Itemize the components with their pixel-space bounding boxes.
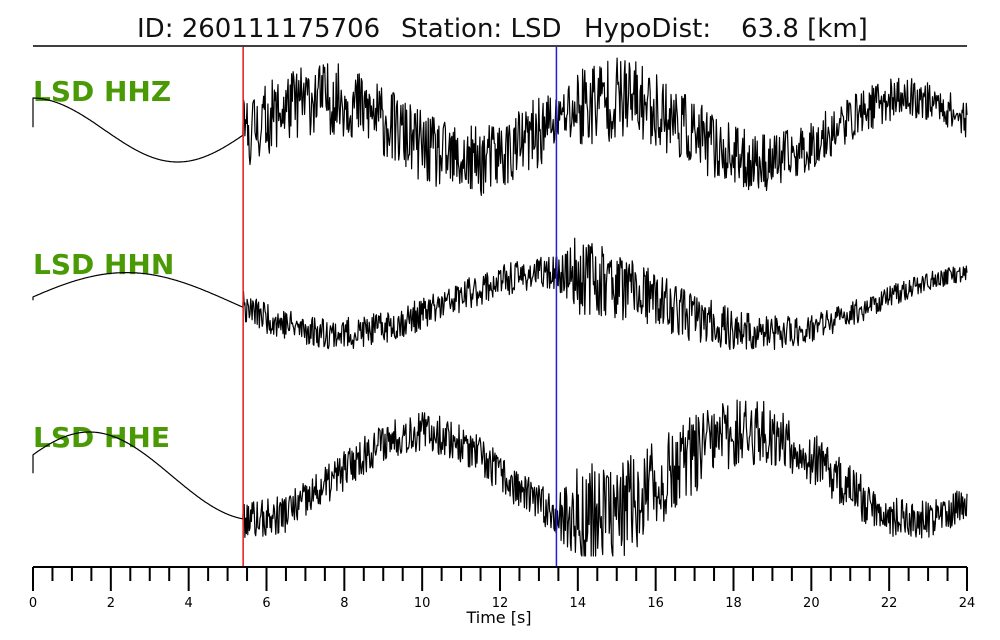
tick-label: 18 bbox=[725, 596, 742, 611]
tick-label: 10 bbox=[414, 596, 431, 611]
tick-label: 16 bbox=[647, 596, 664, 611]
tick-label: 12 bbox=[492, 596, 509, 611]
time-axis-label: Time [s] bbox=[465, 608, 531, 627]
trace-lsd-hhn bbox=[32, 237, 968, 351]
title-station: Station: LSD bbox=[401, 14, 561, 44]
channel-label-hhz: LSD HHZ bbox=[33, 75, 171, 108]
title-hypodist-value: 63.8 [km] bbox=[741, 14, 868, 44]
tick-label: 0 bbox=[29, 596, 37, 611]
time-axis: 0 2 4 6 8 10 12 14 16 18 20 22 24 bbox=[29, 566, 976, 611]
tick-label: 2 bbox=[107, 596, 115, 611]
tick-label: 24 bbox=[959, 596, 976, 611]
tick-label: 14 bbox=[570, 596, 587, 611]
tick-label: 8 bbox=[340, 596, 348, 611]
title-event-id: ID: 260111175706 bbox=[137, 14, 380, 44]
chart-title: ID: 260111175706 Station: LSD HypoDist: … bbox=[137, 14, 868, 44]
traces-group bbox=[32, 57, 968, 557]
channel-label-hhe: LSD HHE bbox=[33, 421, 170, 454]
tick-label: 6 bbox=[262, 596, 270, 611]
tick-label: 22 bbox=[881, 596, 898, 611]
title-hypodist-label: HypoDist: bbox=[584, 14, 711, 44]
tick-label: 20 bbox=[803, 596, 820, 611]
trace-lsd-hhe bbox=[32, 399, 968, 557]
tick-label: 4 bbox=[185, 596, 193, 611]
trace-lsd-hhz bbox=[32, 57, 968, 196]
channel-label-hhn: LSD HHN bbox=[33, 248, 174, 281]
